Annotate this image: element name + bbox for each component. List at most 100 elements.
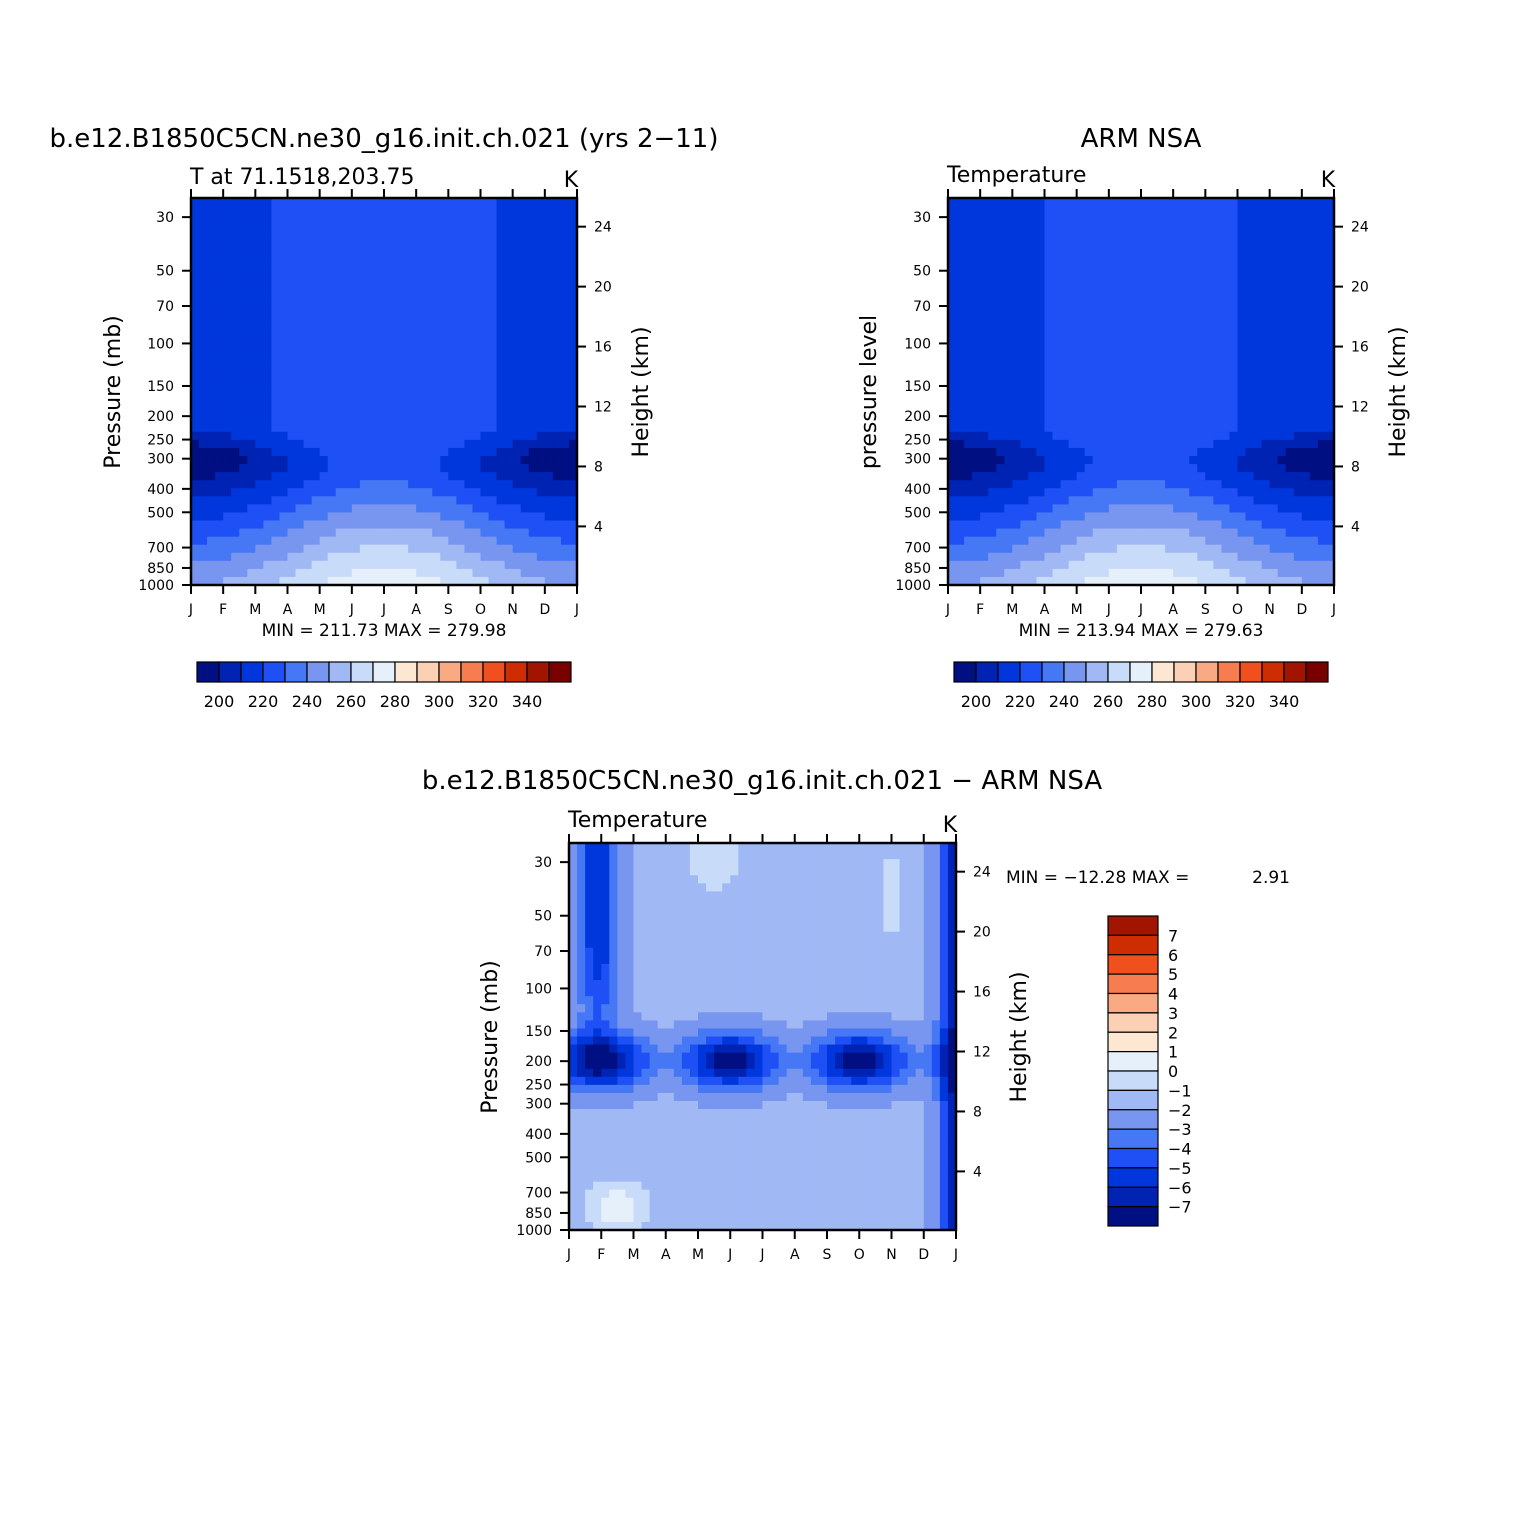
contour-cell [384, 343, 393, 352]
contour-cell [1189, 318, 1198, 328]
contour-cell [367, 415, 377, 425]
contour-cell [577, 996, 586, 1005]
contour-cell [319, 391, 329, 401]
contour-cell [1253, 238, 1263, 247]
contour-cell [343, 214, 353, 223]
contour-cell [964, 431, 973, 441]
contour-cell [207, 278, 216, 288]
y-tick-label: 100 [147, 336, 174, 352]
contour-cell [287, 512, 297, 522]
contour-cell [1301, 254, 1311, 264]
contour-cell [416, 383, 425, 393]
contour-cell [400, 302, 409, 312]
panel-obs-title: ARM NSA [1081, 124, 1202, 154]
contour-cell [544, 294, 554, 304]
contour-cell [1108, 302, 1118, 312]
contour-cell [456, 472, 466, 481]
contour-cell [432, 415, 441, 425]
contour-cell [223, 302, 232, 312]
contour-cell [1116, 439, 1126, 449]
contour-cell [1253, 560, 1263, 570]
contour-cell [956, 560, 965, 570]
contour-cell [1165, 464, 1174, 473]
contour-cell [569, 1076, 578, 1086]
contour-cell [303, 222, 313, 231]
contour-cell [996, 504, 1005, 514]
contour-cell [335, 560, 345, 570]
contour-cell [528, 447, 538, 457]
contour-cell [351, 246, 361, 256]
contour-cell [1036, 568, 1046, 578]
contour-cell [247, 327, 256, 336]
contour-cell [1221, 496, 1231, 505]
contour-cell [1269, 278, 1279, 288]
contour-cell [520, 456, 530, 465]
colorbar-label: 340 [512, 692, 543, 711]
contour-cell [1132, 544, 1142, 554]
contour-cell [964, 254, 973, 264]
contour-cell [1068, 367, 1078, 376]
contour-cell [335, 262, 345, 272]
contour-cell [327, 488, 337, 497]
contour-cell [207, 528, 216, 538]
contour-cell [359, 198, 369, 207]
contour-cell [496, 552, 506, 562]
contour-cell [303, 198, 313, 207]
colorbar-box [997, 661, 1021, 683]
contour-cell [207, 447, 216, 457]
contour-cell [327, 456, 337, 465]
contour-cell [199, 343, 208, 352]
contour-cell [1213, 544, 1223, 554]
contour-cell [1132, 496, 1142, 505]
contour-cell [1124, 431, 1134, 441]
contour-cell [1108, 327, 1118, 336]
contour-cell [239, 302, 248, 312]
contour-cell [480, 391, 490, 401]
contour-cell [948, 456, 957, 465]
contour-cell [215, 286, 224, 296]
contour-cell [255, 359, 264, 368]
contour-cell [1108, 270, 1118, 280]
contour-cell [1285, 246, 1295, 256]
contour-cell [1004, 359, 1013, 368]
contour-cell [327, 230, 337, 239]
contour-cell [432, 496, 441, 505]
contour-cell [456, 246, 466, 256]
contour-cell [568, 294, 577, 304]
contour-cell [448, 383, 457, 393]
contour-cell [279, 327, 289, 336]
contour-cell [964, 407, 973, 417]
contour-cell [1132, 391, 1142, 401]
contour-cell [263, 431, 273, 441]
contour-cell [247, 544, 256, 554]
contour-cell [327, 552, 337, 562]
contour-cell [375, 488, 385, 497]
contour-cell [980, 359, 989, 368]
contour-cell [1084, 423, 1094, 433]
colorbar-box [1041, 661, 1065, 683]
contour-cell [585, 1060, 594, 1070]
contour-cell [440, 407, 449, 417]
contour-cell [1052, 399, 1062, 409]
contour-cell [1068, 327, 1078, 336]
contour-cell [416, 198, 425, 207]
contour-cell [279, 576, 289, 585]
contour-cell [1213, 294, 1223, 304]
contour-cell [1141, 318, 1150, 328]
contour-cell [359, 456, 369, 465]
contour-cell [392, 431, 401, 441]
contour-cell [996, 536, 1005, 546]
contour-cell [1020, 480, 1030, 489]
contour-cell [512, 238, 522, 247]
contour-cell [1149, 391, 1158, 401]
contour-cell [496, 383, 506, 393]
contour-cell [375, 206, 385, 215]
contour-cell [568, 496, 577, 505]
contour-cell [215, 496, 224, 505]
contour-cell [1012, 407, 1021, 417]
contour-cell [1325, 399, 1334, 409]
contour-cell [504, 238, 514, 247]
contour-cell [1301, 447, 1311, 457]
contour-cell [528, 238, 538, 247]
contour-cell [1052, 351, 1062, 360]
